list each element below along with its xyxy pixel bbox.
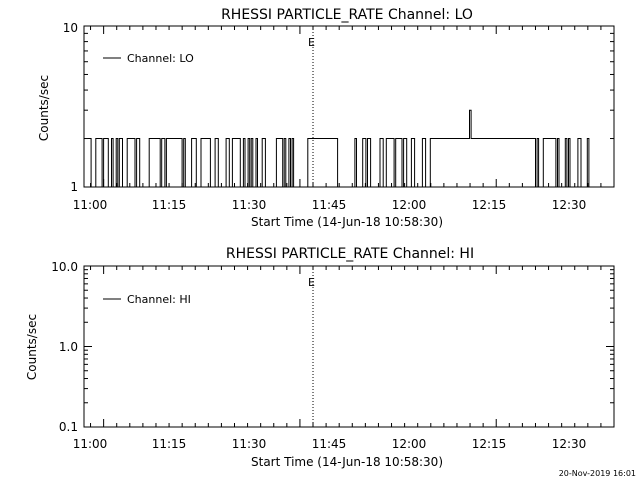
bottom-x-tick-labels: 11:00 11:15 11:30 11:45 12:00 12:15 12:3… xyxy=(73,437,587,451)
top-ytick-label-max: 10 xyxy=(63,21,78,35)
top-plot-frame xyxy=(83,25,615,188)
bottom-xtick-label: 11:30 xyxy=(232,437,267,451)
top-x-axis-label: Start Time (14-Jun-18 10:58:30) xyxy=(251,215,443,229)
series-line-lo xyxy=(87,109,592,188)
top-legend: Channel: LO xyxy=(103,52,194,65)
top-x-tick-labels: 11:00 11:15 11:30 11:45 12:00 12:15 12:3… xyxy=(73,198,587,212)
top-xtick-label: 11:00 xyxy=(73,198,108,212)
bottom-legend-label: Channel: HI xyxy=(127,293,191,306)
top-xtick-label: 11:30 xyxy=(232,198,267,212)
bottom-xtick-label: 11:15 xyxy=(152,437,187,451)
event-marker-label: E xyxy=(308,36,315,49)
bottom-chart-title: RHESSI PARTICLE_RATE Channel: HI xyxy=(226,246,474,262)
bottom-xtick-label: 11:00 xyxy=(73,437,108,451)
top-xtick-label: 11:45 xyxy=(312,198,347,212)
bottom-y-axis-label: Counts/sec xyxy=(25,314,39,380)
top-event-markers: EE xyxy=(308,26,315,187)
top-xtick-label: 12:00 xyxy=(392,198,427,212)
bottom-x-axis-label: Start Time (14-Jun-18 10:58:30) xyxy=(251,455,443,469)
top-xtick-label: 11:15 xyxy=(152,198,187,212)
event-marker-label: E xyxy=(308,276,315,289)
bottom-legend: Channel: HI xyxy=(103,293,191,306)
bottom-ytick-label-max: 10.0 xyxy=(51,260,78,274)
top-xtick-label: 12:15 xyxy=(472,198,507,212)
footer-timestamp: 20-Nov-2019 16:01 xyxy=(559,469,636,478)
bottom-plot-frame xyxy=(83,265,615,428)
bottom-xtick-label: 12:30 xyxy=(552,437,587,451)
top-y-axis-label: Counts/sec xyxy=(37,75,51,141)
bottom-ytick-label-mid: 1.0 xyxy=(59,340,78,354)
top-ytick-label-min: 1 xyxy=(70,180,78,194)
top-x-ticks xyxy=(84,25,615,188)
bottom-xtick-label: 12:00 xyxy=(392,437,427,451)
bottom-ytick-label-min: 0.1 xyxy=(59,420,78,434)
bottom-xtick-label: 12:15 xyxy=(472,437,507,451)
bottom-event-markers: EE xyxy=(308,266,315,427)
top-chart-title: RHESSI PARTICLE_RATE Channel: LO xyxy=(221,7,473,23)
top-xtick-label: 12:30 xyxy=(552,198,587,212)
bottom-axis-ticks xyxy=(84,265,615,428)
bottom-xtick-label: 11:45 xyxy=(312,437,347,451)
top-legend-label: Channel: LO xyxy=(127,52,194,65)
